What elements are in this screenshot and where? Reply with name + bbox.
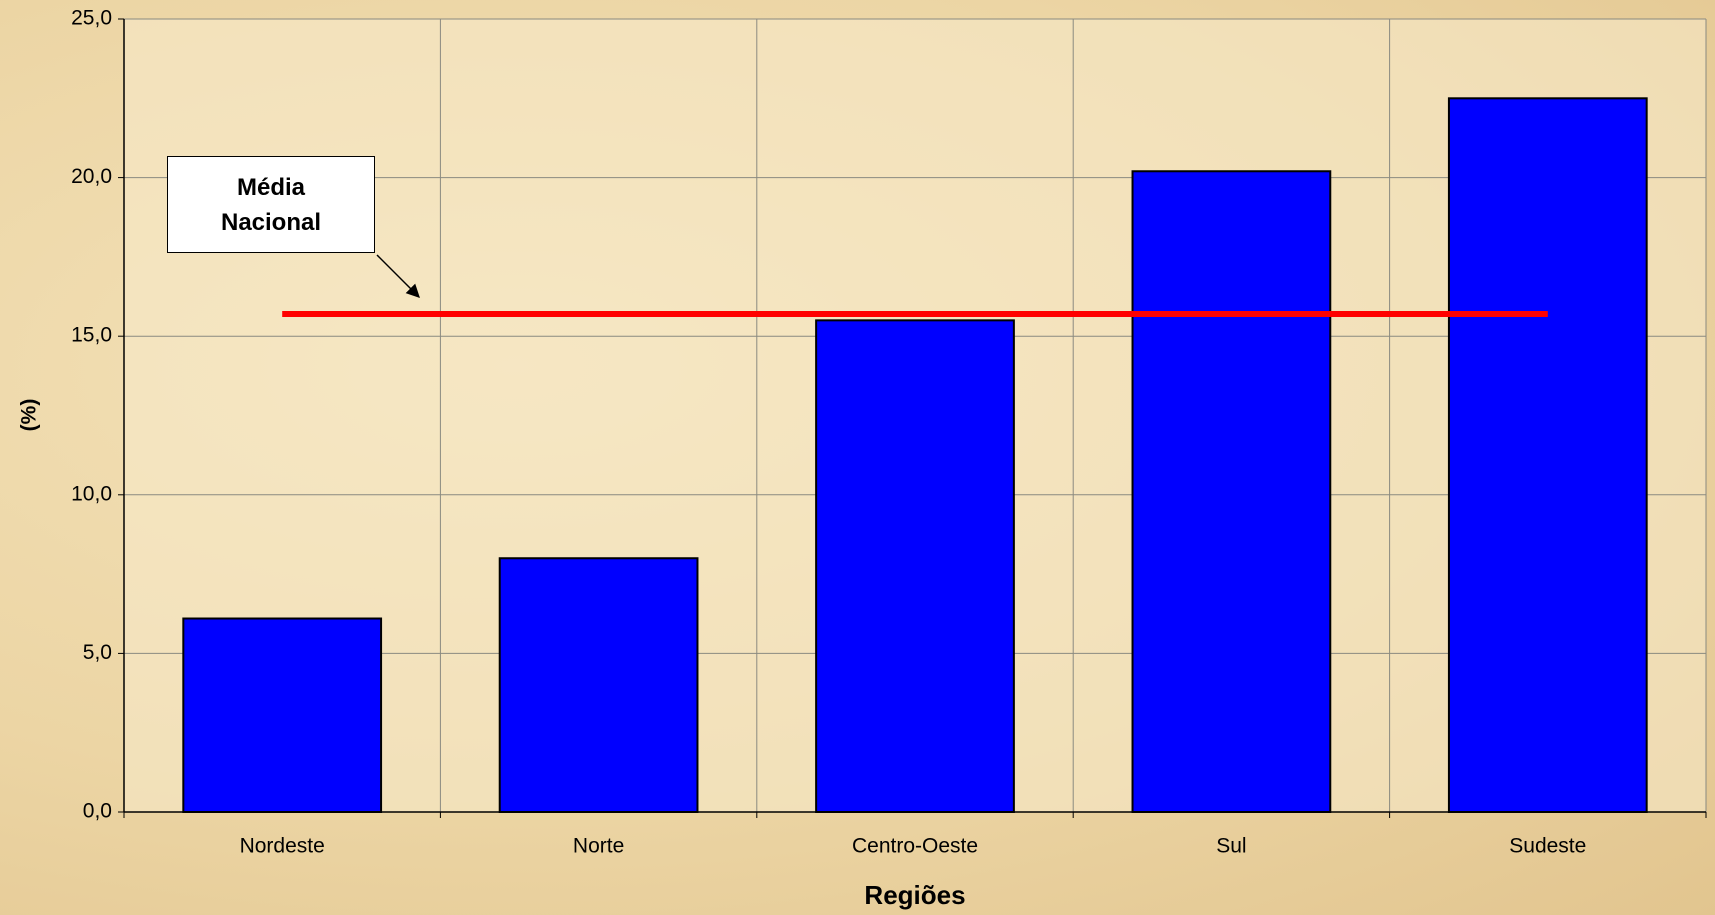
x-axis-title: Regiões	[864, 880, 965, 910]
annotation-arrow	[376, 254, 420, 298]
x-tick-label: Sul	[1216, 835, 1246, 858]
y-tick-label: 15,0	[71, 324, 112, 347]
y-tick-label: 10,0	[71, 482, 112, 505]
y-axis-title: (%)	[18, 399, 41, 432]
x-tick-label: Nordeste	[240, 835, 325, 858]
bar	[815, 319, 1015, 813]
x-tick-label: Sudeste	[1509, 835, 1586, 858]
x-tick-label: Centro-Oeste	[852, 835, 978, 858]
y-tick-label: 5,0	[83, 641, 112, 664]
x-tick-label: Norte	[573, 835, 624, 858]
annotation: Média Nacional	[167, 156, 375, 253]
bar	[498, 557, 699, 813]
bar	[182, 617, 383, 813]
bar	[1447, 97, 1648, 814]
y-tick-label: 20,0	[71, 165, 112, 188]
bar	[1131, 170, 1332, 814]
y-tick-label: 0,0	[83, 800, 112, 823]
y-tick-label: 25,0	[71, 7, 112, 30]
